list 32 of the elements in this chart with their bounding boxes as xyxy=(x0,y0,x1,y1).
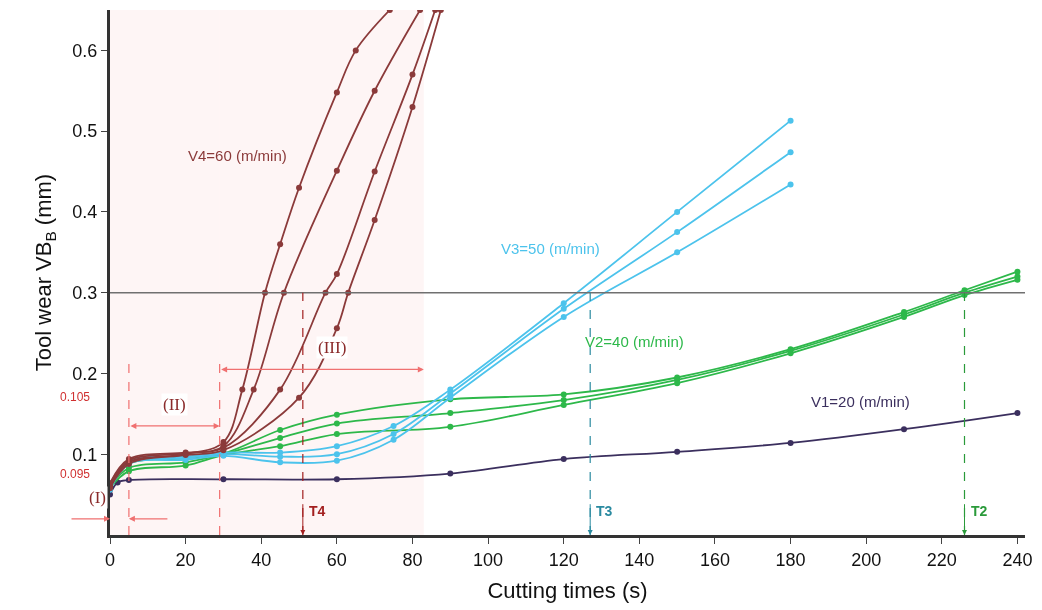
series-label: V2=40 (m/min) xyxy=(585,333,684,350)
band-label: (I) xyxy=(89,488,106,507)
band-label: (III) xyxy=(318,338,347,357)
x-tick-label: 20 xyxy=(175,549,196,570)
x-tick-label: 40 xyxy=(251,549,272,570)
ref-line-label: T2 xyxy=(971,503,988,519)
text: 0.105 xyxy=(60,390,91,404)
y-tick-label: 0.6 xyxy=(72,40,98,61)
x-tick-label: 240 xyxy=(1002,549,1033,570)
ref-line-label: T4 xyxy=(309,503,326,519)
x-tick-label: 100 xyxy=(473,549,504,570)
x-tick-label: 0 xyxy=(104,549,116,570)
x-tick-label: 120 xyxy=(548,549,579,570)
y-tick-label: 0.1 xyxy=(72,444,98,465)
x-tick-label: 200 xyxy=(851,549,882,570)
y-tick-label: 0.3 xyxy=(72,282,98,303)
x-tick-label: 180 xyxy=(775,549,806,570)
x-tick-label: 220 xyxy=(926,549,957,570)
series-label: V1=20 (m/min) xyxy=(811,393,910,410)
y-tick-label: 0.4 xyxy=(72,202,98,223)
y-tick-label: 0.2 xyxy=(72,363,98,384)
series-label: V3=50 (m/min) xyxy=(501,240,600,257)
x-tick-label: 140 xyxy=(624,549,655,570)
x-tick-label: 80 xyxy=(402,549,423,570)
text: 0.095 xyxy=(60,467,91,481)
x-axis-title: Cutting times (s) xyxy=(487,578,648,604)
series-label: V4=60 (m/min) xyxy=(188,147,287,164)
x-tick-label: 160 xyxy=(699,549,730,570)
band-label: (II) xyxy=(163,395,186,414)
x-tick-label: 60 xyxy=(326,549,347,570)
ref-line-label: T3 xyxy=(596,503,613,519)
y-tick-label: 0.5 xyxy=(72,121,98,142)
